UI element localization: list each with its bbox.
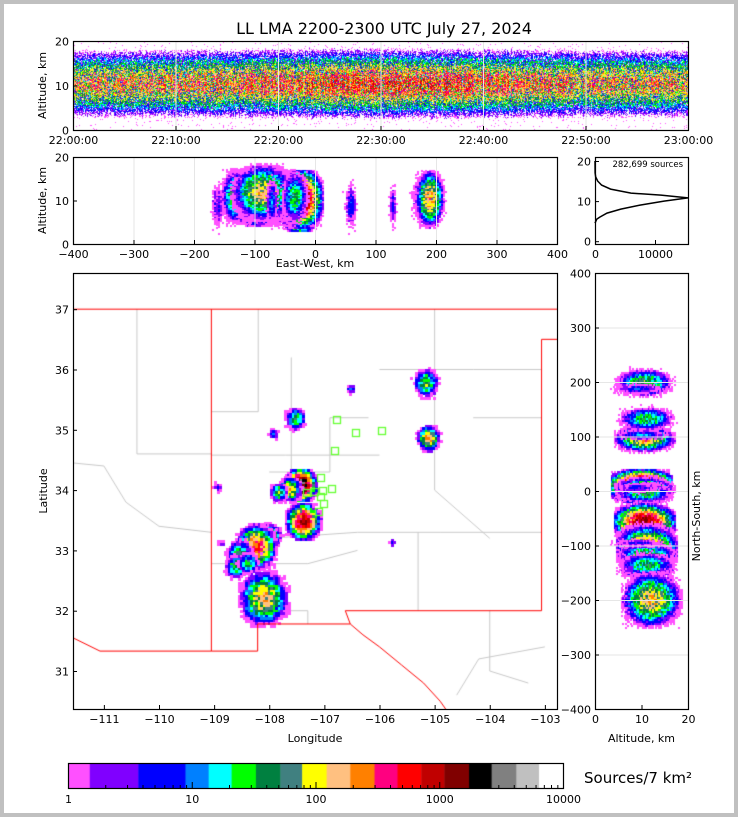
ew-alt-axis-label: 10 — [55, 195, 69, 208]
longitude-axis-label: −111 — [89, 713, 119, 726]
colorbar-tick-label: 10000 — [546, 793, 581, 806]
ew-axis-label: −100 — [240, 248, 270, 261]
longitude-axis-label: −107 — [310, 713, 340, 726]
altitude-histogram-line — [594, 160, 689, 224]
latitude-label: Latitude — [37, 468, 50, 514]
longitude-label: Longitude — [288, 732, 343, 745]
hist-alt-axis-label: 0 — [584, 236, 591, 249]
ns-axis-label: 200 — [570, 377, 591, 390]
plan-view-frame — [72, 272, 559, 711]
latitude-axis-label: 33 — [55, 545, 69, 558]
lma-figure: LL LMA 2200-2300 UTC July 27, 2024 22:00… — [4, 4, 734, 813]
ns-axis-label: −100 — [561, 540, 591, 553]
colorbar-frame — [67, 762, 565, 790]
time-axis-label: 22:10:00 — [151, 134, 200, 147]
ew-ylabel: Altitude, km — [36, 167, 49, 234]
ns-alt-axis-label: 0 — [592, 713, 599, 726]
th-ylabel: Altitude, km — [36, 52, 49, 119]
east-west-frame — [72, 156, 559, 246]
time-axis-label: 22:30:00 — [356, 134, 405, 147]
latitude-axis-label: 35 — [55, 424, 69, 437]
colorbar-tick-label: 100 — [306, 793, 327, 806]
colorbar-tick-label: 1000 — [426, 793, 454, 806]
ew-axis-label: −300 — [119, 248, 149, 261]
th-alt-axis-label: 0 — [62, 125, 69, 138]
longitude-axis-label: −109 — [200, 713, 230, 726]
plan-view-density — [73, 273, 557, 709]
ew-alt-axis-label: 0 — [62, 239, 69, 252]
longitude-axis-label: −105 — [420, 713, 450, 726]
ns-axis-label: 400 — [570, 268, 591, 281]
ns-ylabel: North-South, km — [690, 471, 703, 562]
ew-axis-label: 300 — [487, 248, 508, 261]
time-axis-label: 23:00:00 — [664, 134, 713, 147]
ns-axis-label: 300 — [570, 322, 591, 335]
ew-axis-label: 400 — [547, 248, 568, 261]
latitude-axis-label: 37 — [55, 304, 69, 317]
ns-alt-axis-label: 20 — [682, 713, 696, 726]
ew-axis-label: −200 — [179, 248, 209, 261]
figure-title: LL LMA 2200-2300 UTC July 27, 2024 — [236, 19, 532, 38]
histogram-frame — [594, 156, 690, 246]
source-count-annotation: 282,699 sources — [612, 160, 683, 170]
colorbar-label: Sources/7 km² — [584, 769, 693, 787]
ew-alt-axis-label: 20 — [55, 152, 69, 165]
time-axis-label: 22:40:00 — [459, 134, 508, 147]
hist-count-axis-label: 10000 — [638, 248, 673, 261]
ns-axis-label: 100 — [570, 431, 591, 444]
ns-axis-label: −300 — [561, 649, 591, 662]
ns-axis-label: 0 — [584, 486, 591, 499]
time-axis-label: 22:00:00 — [49, 134, 98, 147]
ns-axis-label: −200 — [561, 595, 591, 608]
hist-count-axis-label: 0 — [592, 248, 599, 261]
longitude-axis-label: −104 — [475, 713, 505, 726]
axes-overlay: 22:00:00 22:10:00 22:20:00 22:30:00 22:40:00… — [36, 36, 713, 807]
hist-alt-axis-label: 10 — [577, 196, 591, 209]
latitude-axis-label: 34 — [55, 485, 69, 498]
colorbar-tick-label: 10 — [185, 793, 199, 806]
ns-alt-axis-label: 10 — [635, 713, 649, 726]
th-alt-axis-label: 10 — [55, 80, 69, 93]
ns-xlabel: Altitude, km — [608, 732, 675, 745]
ns-axis-label: −400 — [561, 704, 591, 717]
ew-axis-label: 200 — [426, 248, 447, 261]
ew-axis-label: −400 — [58, 248, 88, 261]
north-south-frame — [594, 272, 690, 711]
longitude-axis-label: −103 — [530, 713, 560, 726]
longitude-axis-label: −110 — [144, 713, 174, 726]
time-height-frame — [72, 40, 690, 132]
ew-xlabel: East-West, km — [276, 257, 354, 270]
longitude-axis-label: −108 — [255, 713, 285, 726]
latitude-axis-label: 32 — [55, 605, 69, 618]
latitude-axis-label: 36 — [55, 364, 69, 377]
time-axis-label: 22:50:00 — [561, 134, 610, 147]
time-axis-label: 22:20:00 — [254, 134, 303, 147]
ew-axis-label: 0 — [312, 248, 319, 261]
longitude-axis-label: −106 — [365, 713, 395, 726]
latitude-axis-label: 31 — [55, 666, 69, 679]
ew-axis-label: 100 — [366, 248, 387, 261]
th-alt-axis-label: 20 — [55, 36, 69, 49]
hist-alt-axis-label: 20 — [577, 156, 591, 169]
colorbar-tick-label: 1 — [65, 793, 72, 806]
